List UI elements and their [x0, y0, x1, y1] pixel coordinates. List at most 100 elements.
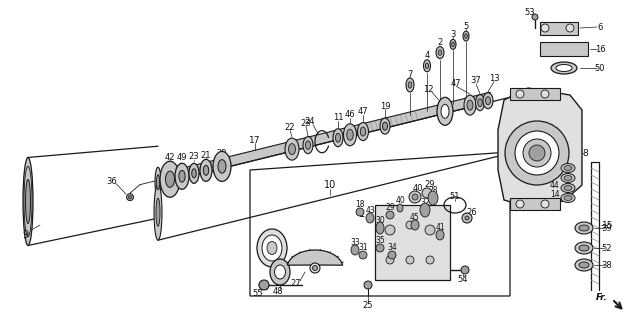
Ellipse shape — [156, 198, 160, 226]
Circle shape — [505, 121, 569, 185]
Ellipse shape — [408, 82, 412, 88]
Ellipse shape — [438, 50, 442, 55]
Bar — [540, 22, 578, 35]
Ellipse shape — [561, 173, 575, 182]
Ellipse shape — [564, 186, 572, 190]
Ellipse shape — [288, 144, 295, 155]
Ellipse shape — [192, 169, 196, 178]
Ellipse shape — [467, 100, 473, 110]
Ellipse shape — [451, 42, 455, 47]
Ellipse shape — [257, 229, 287, 267]
Ellipse shape — [436, 46, 444, 59]
Text: 16: 16 — [595, 44, 605, 53]
Ellipse shape — [463, 31, 469, 41]
Text: 8: 8 — [582, 148, 588, 157]
Ellipse shape — [397, 204, 403, 212]
Text: 29: 29 — [385, 203, 395, 212]
Circle shape — [461, 266, 469, 274]
Text: 31: 31 — [358, 243, 368, 252]
Ellipse shape — [478, 99, 482, 107]
Text: 46: 46 — [345, 110, 356, 119]
Ellipse shape — [425, 63, 429, 68]
Text: 43: 43 — [365, 205, 375, 214]
Circle shape — [516, 90, 524, 98]
Ellipse shape — [406, 78, 414, 92]
Text: 14: 14 — [550, 189, 560, 198]
Text: 21: 21 — [201, 151, 211, 160]
Text: 40: 40 — [395, 196, 405, 204]
Ellipse shape — [424, 60, 431, 72]
Text: 20: 20 — [217, 149, 227, 158]
Text: 47: 47 — [358, 107, 368, 116]
Text: 2: 2 — [438, 38, 443, 47]
Circle shape — [462, 213, 472, 223]
Circle shape — [386, 256, 394, 264]
Text: 24: 24 — [305, 117, 315, 126]
Bar — [510, 88, 560, 100]
Circle shape — [364, 281, 372, 289]
Ellipse shape — [551, 62, 577, 74]
Ellipse shape — [380, 118, 390, 134]
Ellipse shape — [486, 97, 490, 105]
Circle shape — [422, 188, 432, 198]
Text: 9: 9 — [22, 230, 28, 240]
Text: 13: 13 — [489, 74, 499, 83]
Text: 17: 17 — [250, 136, 261, 145]
Ellipse shape — [303, 137, 313, 154]
Ellipse shape — [175, 163, 189, 189]
Text: 3: 3 — [450, 30, 456, 39]
Circle shape — [566, 24, 574, 32]
Ellipse shape — [556, 65, 572, 71]
Text: 52: 52 — [602, 244, 612, 252]
Ellipse shape — [561, 183, 575, 193]
Text: 22: 22 — [284, 123, 295, 132]
Text: 10: 10 — [324, 180, 336, 190]
Text: 5: 5 — [464, 22, 469, 31]
Ellipse shape — [483, 93, 493, 109]
Ellipse shape — [464, 95, 476, 115]
Ellipse shape — [285, 138, 299, 160]
Text: 6: 6 — [598, 22, 603, 31]
Ellipse shape — [366, 213, 374, 223]
Ellipse shape — [213, 151, 231, 181]
Text: 15: 15 — [602, 220, 614, 229]
Text: 44: 44 — [550, 170, 560, 179]
Circle shape — [310, 263, 320, 273]
Ellipse shape — [305, 141, 311, 149]
Text: 26: 26 — [467, 207, 478, 217]
Bar — [510, 198, 560, 210]
Text: 39: 39 — [602, 223, 612, 233]
Ellipse shape — [344, 124, 356, 146]
Ellipse shape — [360, 127, 366, 136]
Ellipse shape — [386, 211, 394, 219]
Ellipse shape — [561, 164, 575, 172]
Ellipse shape — [564, 196, 572, 201]
Ellipse shape — [579, 262, 589, 268]
Circle shape — [465, 216, 469, 220]
Text: 23: 23 — [301, 119, 311, 128]
Polygon shape — [158, 92, 490, 184]
Ellipse shape — [561, 194, 575, 203]
Circle shape — [541, 24, 549, 32]
Text: 49: 49 — [177, 153, 187, 162]
Ellipse shape — [189, 163, 199, 183]
Circle shape — [406, 221, 414, 229]
Text: 18: 18 — [355, 199, 364, 209]
Text: 55: 55 — [253, 289, 264, 298]
Circle shape — [523, 139, 551, 167]
Circle shape — [529, 145, 545, 161]
Circle shape — [126, 194, 133, 201]
Ellipse shape — [564, 165, 572, 171]
Circle shape — [532, 14, 538, 20]
Circle shape — [406, 256, 414, 264]
Ellipse shape — [358, 123, 368, 140]
Ellipse shape — [23, 157, 33, 245]
Text: 23: 23 — [189, 152, 199, 161]
Circle shape — [312, 266, 318, 270]
Ellipse shape — [575, 242, 593, 254]
Text: 11: 11 — [333, 113, 344, 122]
Text: 53: 53 — [525, 7, 535, 17]
Text: 36: 36 — [107, 177, 117, 186]
Ellipse shape — [262, 235, 282, 261]
Ellipse shape — [347, 129, 353, 140]
